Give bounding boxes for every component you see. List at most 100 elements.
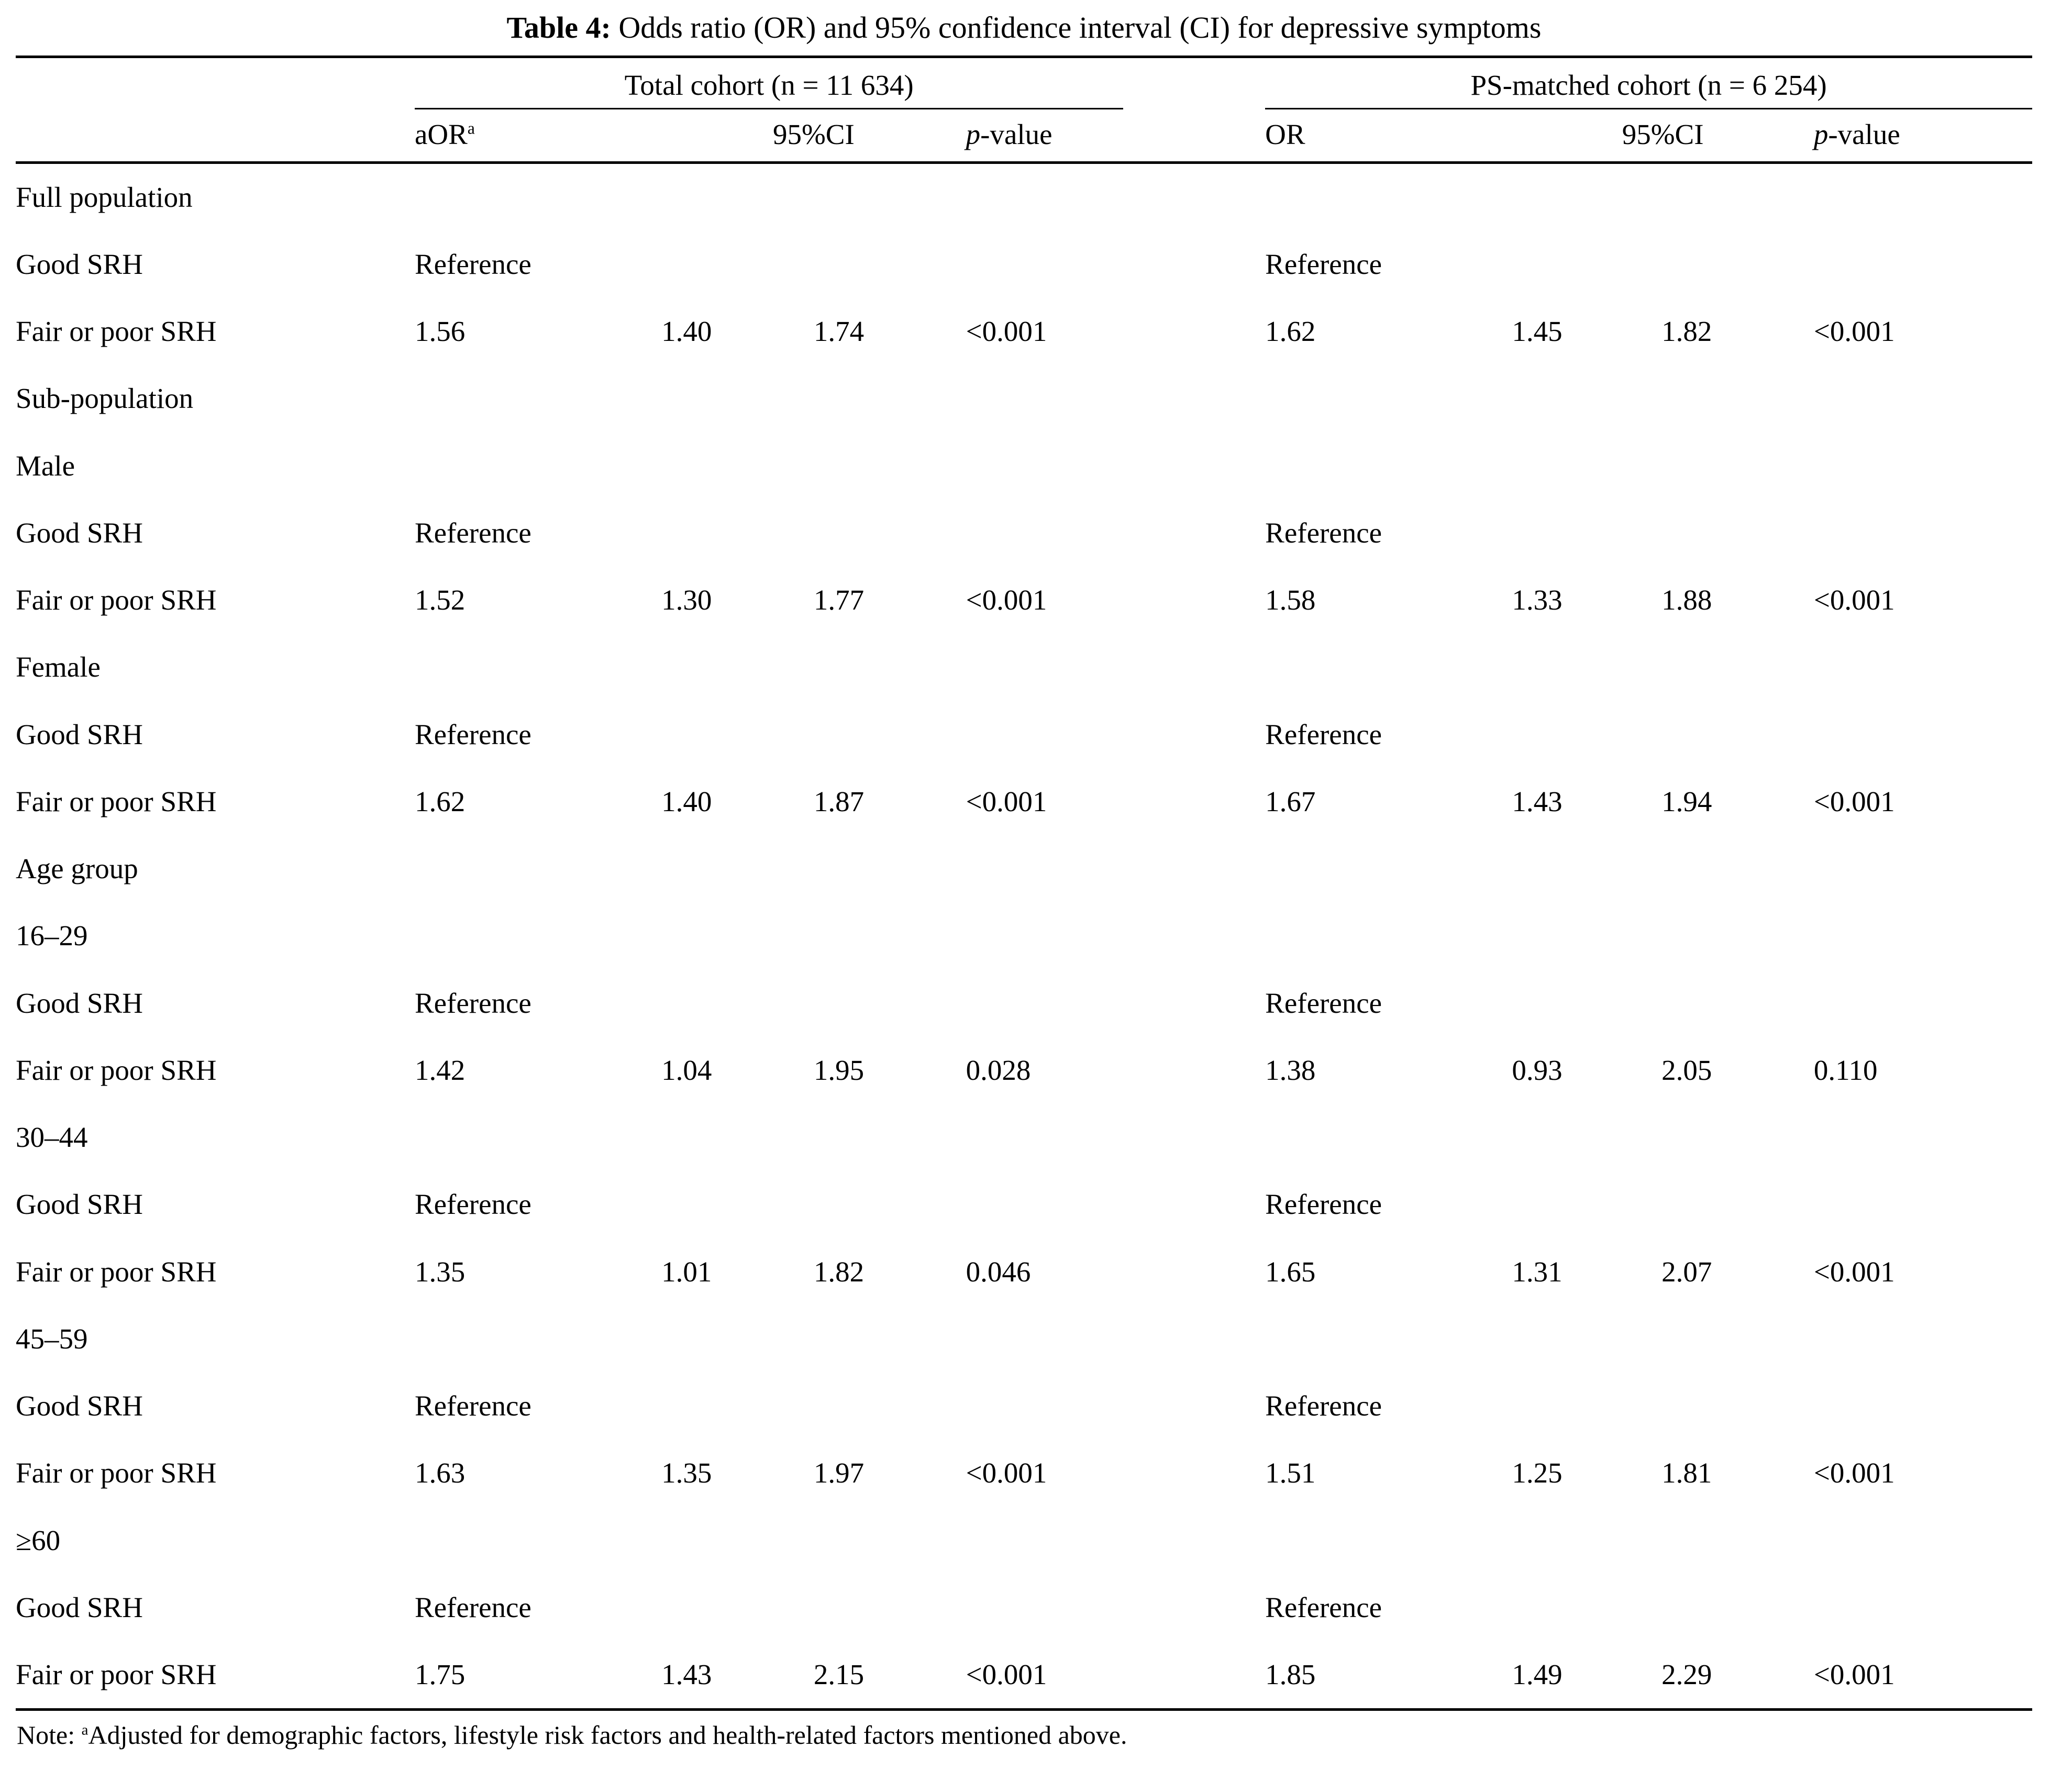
row-label: Good SRH [16, 516, 143, 549]
cell: <0.001 [1813, 785, 1895, 817]
cell: 1.45 [1512, 315, 1563, 348]
column-gap [1123, 1171, 1265, 1238]
cell [966, 634, 1124, 701]
cell: <0.001 [1813, 1255, 1895, 1288]
table-row: 16–29 [16, 902, 2032, 969]
cell: <0.001 [966, 1641, 1124, 1711]
cell [1512, 1507, 1661, 1574]
cell: 1.56 [414, 315, 466, 348]
column-gap [1123, 433, 1265, 500]
cell [1814, 1306, 2032, 1373]
cell: Reference [1265, 1390, 1382, 1422]
cell [1512, 1306, 1661, 1373]
cell [661, 835, 814, 902]
table-row: Good SRH Reference Reference [16, 701, 2032, 768]
cell: 1.52 [414, 584, 466, 616]
header-ci-total: 95%CI [661, 108, 966, 164]
cell: 1.30 [661, 584, 712, 616]
cell: 1.35 [661, 1457, 712, 1489]
cell [966, 162, 1124, 231]
cell [814, 634, 966, 701]
header-p-italic: p [1813, 118, 1829, 150]
cell [1814, 701, 2032, 768]
cell: 1.31 [1512, 1255, 1563, 1288]
cell [415, 162, 661, 231]
cell [1512, 1373, 1661, 1440]
cell [1814, 835, 2032, 902]
cell [1265, 1306, 1512, 1373]
cell [1512, 1104, 1661, 1171]
cell: Reference [414, 987, 531, 1019]
column-gap [1123, 768, 1265, 835]
header-aor-superscript: a [467, 119, 475, 138]
cell [966, 970, 1124, 1037]
cell: Reference [1265, 718, 1382, 750]
row-label: Fair or poor SRH [16, 785, 217, 817]
cell [1512, 433, 1661, 500]
cell: <0.001 [966, 1457, 1047, 1489]
cell [966, 1373, 1124, 1440]
cell [814, 433, 966, 500]
row-label: Good SRH [16, 1188, 143, 1221]
cell: 1.94 [1661, 785, 1712, 817]
cell [1661, 433, 1814, 500]
cell: Reference [1265, 987, 1382, 1019]
cell [966, 1171, 1124, 1238]
cell [1512, 701, 1661, 768]
cell [1661, 902, 1814, 969]
cell [1265, 365, 1512, 432]
cell [1265, 1507, 1512, 1574]
header-p-rest: -value [980, 118, 1052, 150]
cell [661, 1507, 814, 1574]
cell: Reference [414, 1591, 531, 1623]
cell: <0.001 [1813, 584, 1895, 616]
cell: 1.63 [414, 1457, 466, 1489]
cell [1512, 365, 1661, 432]
cell: 1.40 [661, 315, 712, 348]
table-row: Male [16, 433, 2032, 500]
table-row: Fair or poor SRH 1.56 1.40 1.74 <0.001 1… [16, 298, 2032, 365]
row-label: Good SRH [16, 718, 143, 750]
cell: <0.001 [966, 785, 1047, 817]
table-caption-text: Odds ratio (OR) and 95% confidence inter… [618, 10, 1542, 45]
cell: Reference [414, 248, 531, 280]
cell [661, 902, 814, 969]
cell [1265, 902, 1512, 969]
header-p-rest: -value [1828, 118, 1900, 150]
column-gap [1123, 701, 1265, 768]
cell [1814, 634, 2032, 701]
cell: 1.58 [1265, 584, 1316, 616]
column-group-total-cohort: Total cohort (n = 11 634) [414, 58, 1124, 109]
table-row: 45–59 [16, 1306, 2032, 1373]
row-label: Fair or poor SRH [16, 315, 217, 348]
column-gap [1123, 1507, 1265, 1574]
cell [1661, 365, 1814, 432]
cell [1814, 1104, 2032, 1171]
column-gap [1123, 567, 1265, 634]
cell [1814, 1574, 2032, 1641]
cell [814, 902, 966, 969]
cell [966, 1104, 1124, 1171]
row-label: 45–59 [16, 1322, 88, 1355]
cell [661, 1104, 814, 1171]
row-label: Age group [16, 853, 138, 885]
cell [1512, 1574, 1661, 1641]
cell [661, 970, 814, 1037]
cell [1512, 634, 1661, 701]
cell [1814, 1171, 2032, 1238]
cell: 1.49 [1512, 1641, 1662, 1711]
column-gap [1123, 1238, 1265, 1306]
row-label: Fair or poor SRH [16, 1255, 217, 1288]
cell: <0.001 [1813, 315, 1895, 348]
column-gap [1123, 1037, 1265, 1104]
note-prefix: Note: [17, 1720, 82, 1750]
table-row: 30–44 [16, 1104, 2032, 1171]
column-gap [1123, 500, 1265, 567]
cell: 1.85 [1265, 1641, 1512, 1711]
header-pvalue-ps: p-value [1813, 108, 2032, 164]
cell [814, 162, 966, 231]
table-caption-label: Table 4: [506, 10, 611, 45]
cell: 1.43 [1512, 785, 1563, 817]
cell [966, 231, 1124, 298]
table-row: Full population [16, 162, 2032, 231]
